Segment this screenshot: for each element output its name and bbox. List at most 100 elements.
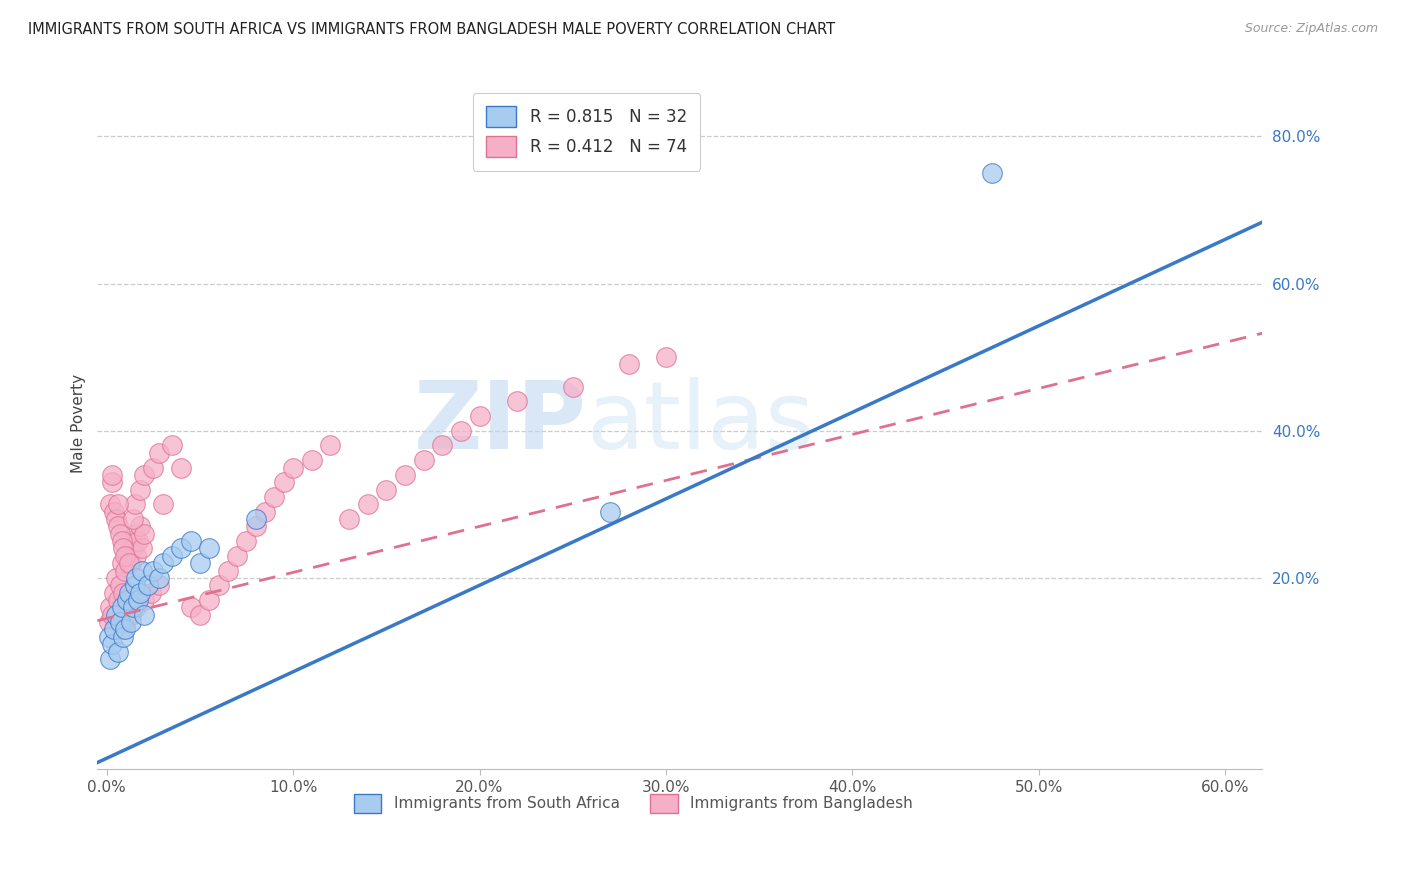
- Point: [148, 578, 170, 592]
- Point: [125, 549, 148, 563]
- Point: [120, 615, 142, 629]
- Point: [132, 607, 155, 622]
- Point: [101, 467, 124, 482]
- Point: [110, 623, 132, 637]
- Point: [100, 652, 122, 666]
- Point: [127, 593, 149, 607]
- Point: [103, 585, 125, 599]
- Point: [107, 519, 129, 533]
- Point: [180, 534, 202, 549]
- Point: [131, 541, 153, 556]
- Point: [394, 467, 416, 482]
- Point: [136, 578, 159, 592]
- Point: [112, 630, 135, 644]
- Point: [114, 549, 136, 563]
- Point: [104, 571, 127, 585]
- Point: [115, 593, 138, 607]
- Point: [301, 453, 323, 467]
- Point: [115, 549, 138, 563]
- Point: [101, 637, 124, 651]
- Point: [506, 394, 529, 409]
- Point: [217, 564, 239, 578]
- Point: [188, 607, 211, 622]
- Point: [129, 483, 152, 497]
- Point: [110, 556, 132, 570]
- Point: [198, 541, 221, 556]
- Text: ZIP: ZIP: [413, 377, 586, 469]
- Point: [103, 623, 125, 637]
- Point: [198, 593, 221, 607]
- Point: [160, 438, 183, 452]
- Point: [129, 519, 152, 533]
- Point: [125, 571, 148, 585]
- Point: [356, 497, 378, 511]
- Point: [118, 556, 141, 570]
- Point: [100, 600, 122, 615]
- Point: [319, 438, 342, 452]
- Point: [124, 578, 146, 592]
- Point: [125, 600, 148, 615]
- Point: [655, 350, 678, 364]
- Point: [180, 600, 202, 615]
- Point: [97, 630, 120, 644]
- Text: IMMIGRANTS FROM SOUTH AFRICA VS IMMIGRANTS FROM BANGLADESH MALE POVERTY CORRELAT: IMMIGRANTS FROM SOUTH AFRICA VS IMMIGRAN…: [28, 22, 835, 37]
- Point: [337, 512, 360, 526]
- Point: [121, 541, 143, 556]
- Point: [188, 556, 211, 570]
- Point: [108, 526, 131, 541]
- Point: [273, 475, 295, 490]
- Point: [121, 512, 143, 526]
- Point: [118, 534, 141, 549]
- Point: [226, 549, 249, 563]
- Point: [235, 534, 257, 549]
- Point: [148, 571, 170, 585]
- Point: [132, 467, 155, 482]
- Point: [107, 497, 129, 511]
- Point: [160, 549, 183, 563]
- Point: [110, 600, 132, 615]
- Point: [617, 358, 640, 372]
- Point: [254, 505, 277, 519]
- Point: [120, 556, 142, 570]
- Point: [114, 615, 136, 629]
- Point: [132, 593, 155, 607]
- Point: [110, 534, 132, 549]
- Point: [599, 505, 621, 519]
- Point: [114, 623, 136, 637]
- Point: [170, 541, 193, 556]
- Point: [263, 490, 285, 504]
- Point: [281, 460, 304, 475]
- Point: [142, 564, 165, 578]
- Point: [97, 615, 120, 629]
- Point: [412, 453, 434, 467]
- Point: [245, 519, 267, 533]
- Point: [981, 166, 1004, 180]
- Text: atlas: atlas: [586, 377, 815, 469]
- Point: [101, 607, 124, 622]
- Point: [112, 541, 135, 556]
- Y-axis label: Male Poverty: Male Poverty: [72, 374, 86, 473]
- Point: [132, 526, 155, 541]
- Point: [121, 600, 143, 615]
- Point: [124, 526, 146, 541]
- Point: [450, 424, 472, 438]
- Point: [112, 585, 135, 599]
- Point: [101, 475, 124, 490]
- Point: [152, 556, 174, 570]
- Point: [468, 409, 491, 423]
- Point: [103, 505, 125, 519]
- Text: Source: ZipAtlas.com: Source: ZipAtlas.com: [1244, 22, 1378, 36]
- Point: [142, 460, 165, 475]
- Point: [104, 512, 127, 526]
- Point: [118, 585, 141, 599]
- Point: [114, 564, 136, 578]
- Point: [432, 438, 454, 452]
- Point: [375, 483, 398, 497]
- Point: [207, 578, 229, 592]
- Point: [108, 615, 131, 629]
- Point: [148, 446, 170, 460]
- Point: [124, 497, 146, 511]
- Point: [131, 564, 153, 578]
- Point: [107, 644, 129, 658]
- Point: [107, 593, 129, 607]
